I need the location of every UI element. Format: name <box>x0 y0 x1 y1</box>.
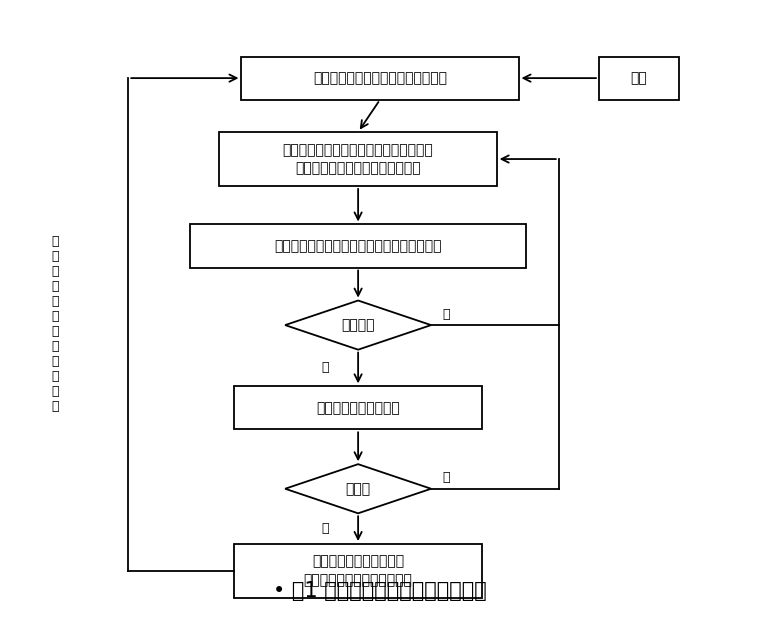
Text: 进
入
下
一
单
元
（
工
序
）
工
程: 进 入 下 一 单 元 （ 工 序 ） 工 程 <box>52 235 59 413</box>
Polygon shape <box>285 464 431 514</box>
Text: 否: 否 <box>442 308 449 321</box>
Text: 否: 否 <box>442 472 449 485</box>
Bar <box>234 544 482 598</box>
Text: 监理单位审核、签认单元
（工序）工程施工质量评定表: 监理单位审核、签认单元 （工序）工程施工质量评定表 <box>304 555 413 587</box>
Text: 单元（工序）工程施工（处理）完毕: 单元（工序）工程施工（处理）完毕 <box>313 71 447 85</box>
Text: 监理单位现场抽样检验: 监理单位现场抽样检验 <box>316 401 400 415</box>
Bar <box>242 56 518 99</box>
Text: 审核结果: 审核结果 <box>341 318 375 332</box>
Bar <box>234 386 482 430</box>
Text: • 图1 单元工程质量检验工作程序图: • 图1 单元工程质量检验工作程序图 <box>273 581 487 601</box>
Bar <box>599 56 679 99</box>
Polygon shape <box>285 300 431 350</box>
Bar <box>220 132 497 186</box>
Text: 合格否: 合格否 <box>346 482 371 496</box>
Text: 监理单位审核自检资料是否真实、可靠、完整: 监理单位审核自检资料是否真实、可靠、完整 <box>274 239 442 253</box>
Text: 施工单位进行自检，作好施工记录，填报
单元（工序）工程施工质量评定表: 施工单位进行自检，作好施工记录，填报 单元（工序）工程施工质量评定表 <box>283 143 433 176</box>
Text: 处理: 处理 <box>631 71 648 85</box>
Text: 是: 是 <box>321 362 329 375</box>
Bar <box>190 224 526 268</box>
Text: 是: 是 <box>321 522 329 535</box>
